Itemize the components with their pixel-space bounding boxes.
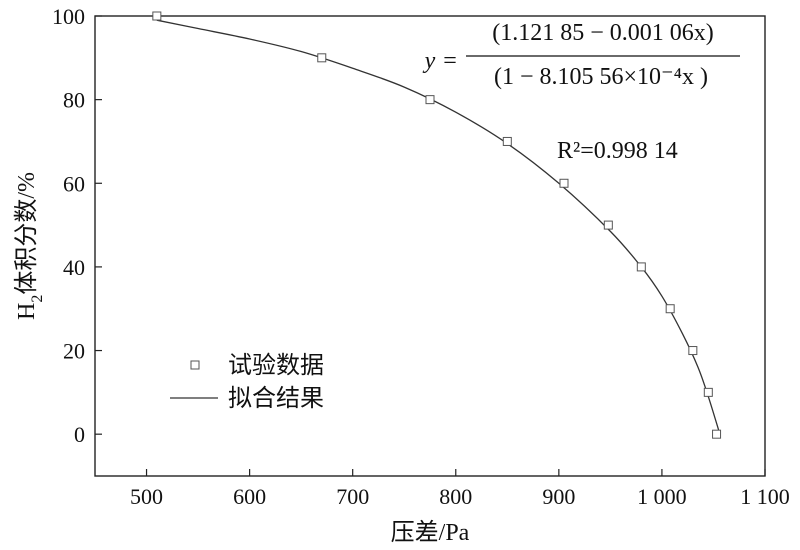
- data-point: [688, 346, 698, 356]
- y-tick-label: 20: [63, 339, 85, 364]
- x-axis: 500 600 700 800 900 1 000 1 100: [130, 469, 790, 509]
- data-point: [712, 429, 722, 439]
- y-axis-label: H2体积分数/%: [13, 172, 46, 320]
- x-tick-label: 900: [542, 484, 575, 509]
- data-point: [425, 95, 435, 105]
- data-point: [317, 53, 327, 63]
- equation-y: y: [423, 48, 436, 74]
- y-tick-label: 0: [74, 422, 85, 447]
- y-axis: 0 20 40 60 80 100: [52, 4, 102, 447]
- equation-equals: =: [443, 48, 457, 74]
- data-point: [636, 262, 646, 272]
- y-axis-label-main: H: [14, 303, 40, 320]
- x-tick-label: 600: [233, 484, 266, 509]
- data-points-layer: [152, 11, 722, 439]
- data-point: [603, 220, 613, 230]
- x-axis-label: 压差/Pa: [391, 519, 470, 546]
- x-tick-label: 800: [439, 484, 472, 509]
- x-tick-label: 500: [130, 484, 163, 509]
- x-tick-label: 1 000: [637, 484, 687, 509]
- y-tick-label: 40: [63, 255, 85, 280]
- data-point: [502, 136, 512, 146]
- x-tick-label: 700: [336, 484, 369, 509]
- data-point: [559, 178, 569, 188]
- equation-denominator: (1 − 8.105 56×10⁻⁴x ): [494, 64, 708, 90]
- x-tick-label: 1 100: [740, 484, 790, 509]
- data-point: [665, 304, 675, 314]
- y-axis-label-rest: 体积分数/%: [13, 172, 40, 295]
- data-point: [152, 11, 162, 21]
- y-tick-label: 100: [52, 4, 85, 29]
- r-squared-annotation: R²=0.998 14: [557, 138, 678, 164]
- equation-annotation: y = (1.121 85 − 0.001 06x) (1 − 8.105 56…: [423, 20, 740, 90]
- legend-label-points: 试验数据: [228, 352, 324, 379]
- data-point: [703, 387, 713, 397]
- plot-frame: [94, 15, 766, 477]
- equation-numerator: (1.121 85 − 0.001 06x): [492, 20, 714, 46]
- legend: 试验数据 拟合结果: [170, 352, 324, 412]
- legend-marker-points: [190, 360, 200, 370]
- legend-label-line: 拟合结果: [228, 385, 324, 412]
- y-axis-label-sub: 2: [29, 295, 46, 303]
- y-tick-label: 80: [63, 88, 85, 113]
- y-tick-label: 60: [63, 171, 85, 196]
